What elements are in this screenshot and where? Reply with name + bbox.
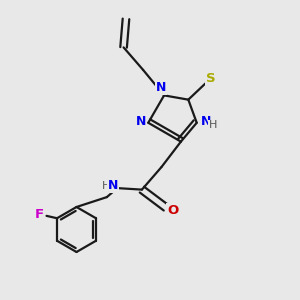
Text: F: F [35,208,44,221]
Text: S: S [206,72,216,85]
Text: O: O [167,204,178,217]
Text: N: N [200,115,211,128]
Text: N: N [136,115,146,128]
Text: N: N [108,179,118,192]
Text: H: H [209,120,218,130]
Text: H: H [102,181,110,191]
Text: N: N [156,81,166,94]
